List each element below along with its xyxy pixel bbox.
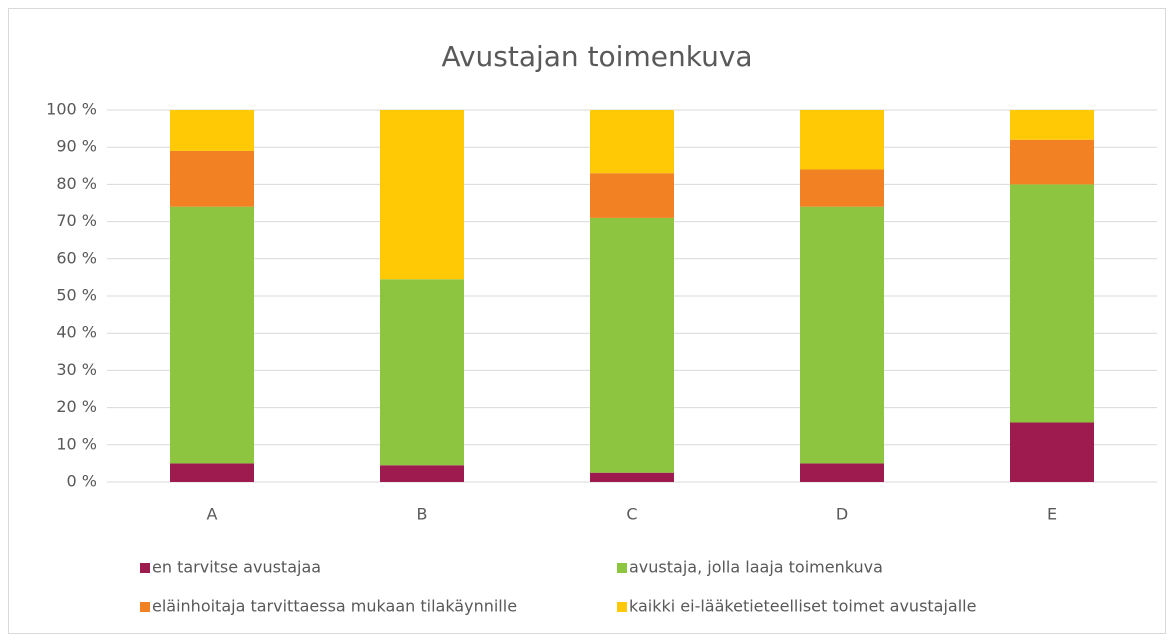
bar-segment bbox=[380, 465, 464, 482]
y-tick-label: 40 % bbox=[56, 323, 97, 342]
bar-segment bbox=[590, 217, 674, 473]
y-tick-label: 80 % bbox=[56, 174, 97, 193]
bar-segment bbox=[1010, 184, 1094, 423]
x-tick-label: C bbox=[626, 505, 637, 524]
legend-swatch bbox=[140, 602, 150, 612]
y-tick-label: 60 % bbox=[56, 248, 97, 267]
legend-label: avustaja, jolla laaja toimenkuva bbox=[629, 558, 883, 577]
chart-title: Avustajan toimenkuva bbox=[441, 40, 752, 73]
y-tick-label: 70 % bbox=[56, 211, 97, 230]
bar-segment bbox=[380, 110, 464, 280]
bar-segment bbox=[170, 463, 254, 482]
bar-segment bbox=[800, 463, 884, 482]
legend-label: en tarvitse avustajaa bbox=[152, 558, 321, 577]
bar-segment bbox=[800, 169, 884, 207]
y-tick-label: 30 % bbox=[56, 360, 97, 379]
bar-segment bbox=[170, 206, 254, 464]
legend-swatch bbox=[617, 563, 627, 573]
y-tick-label: 50 % bbox=[56, 286, 97, 305]
bar-segment bbox=[170, 150, 254, 207]
bar-segment bbox=[170, 110, 254, 151]
bar-segment bbox=[590, 472, 674, 482]
bar-segment bbox=[800, 206, 884, 464]
bar-segment bbox=[1010, 110, 1094, 140]
legend-swatch bbox=[140, 563, 150, 573]
bar-segment bbox=[380, 279, 464, 466]
y-tick-label: 0 % bbox=[67, 472, 97, 491]
bar-segment bbox=[590, 173, 674, 218]
legend-swatch bbox=[617, 602, 627, 612]
y-tick-label: 90 % bbox=[56, 137, 97, 156]
x-tick-label: E bbox=[1047, 505, 1057, 524]
legend-label: eläinhoitaja tarvittaessa mukaan tilakäy… bbox=[152, 597, 517, 616]
bar-segment bbox=[590, 110, 674, 174]
y-tick-label: 10 % bbox=[56, 434, 97, 453]
bar-segment bbox=[800, 110, 884, 170]
x-tick-label: D bbox=[836, 505, 848, 524]
bar-segment bbox=[1010, 139, 1094, 185]
legend-label: kaikki ei-lääketieteelliset toimet avust… bbox=[629, 597, 976, 616]
bar-segment bbox=[1010, 422, 1094, 482]
y-tick-label: 100 % bbox=[46, 100, 97, 119]
y-tick-label: 20 % bbox=[56, 397, 97, 416]
x-tick-label: A bbox=[207, 505, 218, 524]
x-tick-label: B bbox=[417, 505, 428, 524]
